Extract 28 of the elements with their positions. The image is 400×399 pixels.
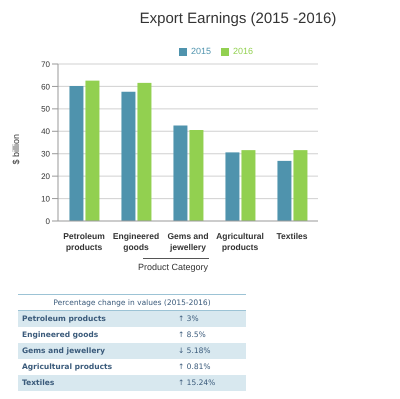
y-tick-label: 30	[41, 150, 51, 159]
y-tick-label: 40	[41, 127, 51, 136]
bar	[225, 152, 240, 221]
bar	[277, 160, 292, 221]
bar	[241, 150, 256, 221]
bar	[189, 130, 204, 221]
y-axis-title: $ billion	[11, 134, 22, 164]
y-tick-label: 20	[41, 172, 51, 181]
x-tick-label: Petroleum products	[63, 231, 106, 252]
y-tick-label: 10	[41, 194, 51, 204]
chart-title: Export Earnings (2015 -2016)	[138, 10, 338, 27]
bar	[69, 86, 84, 221]
y-tick-label: 60	[41, 82, 51, 92]
x-tick-label: Engineered goods	[112, 231, 160, 252]
x-axis-title: Product Category	[138, 262, 208, 272]
bar	[293, 150, 308, 221]
y-tick-label: 50	[41, 104, 51, 114]
x-tick-label: Textiles	[276, 231, 308, 241]
legend-label: 2016	[233, 46, 254, 56]
bar	[121, 92, 136, 221]
x-tick-label: Gems and jewellery	[167, 231, 209, 252]
bar	[173, 125, 188, 221]
x-tick-label: Agricultural products	[216, 231, 264, 252]
y-tick-label: 0	[46, 216, 51, 226]
y-tick-label: 70	[41, 60, 51, 69]
bar	[137, 82, 152, 221]
bar	[85, 80, 100, 221]
legend-label: 2015	[190, 46, 211, 56]
